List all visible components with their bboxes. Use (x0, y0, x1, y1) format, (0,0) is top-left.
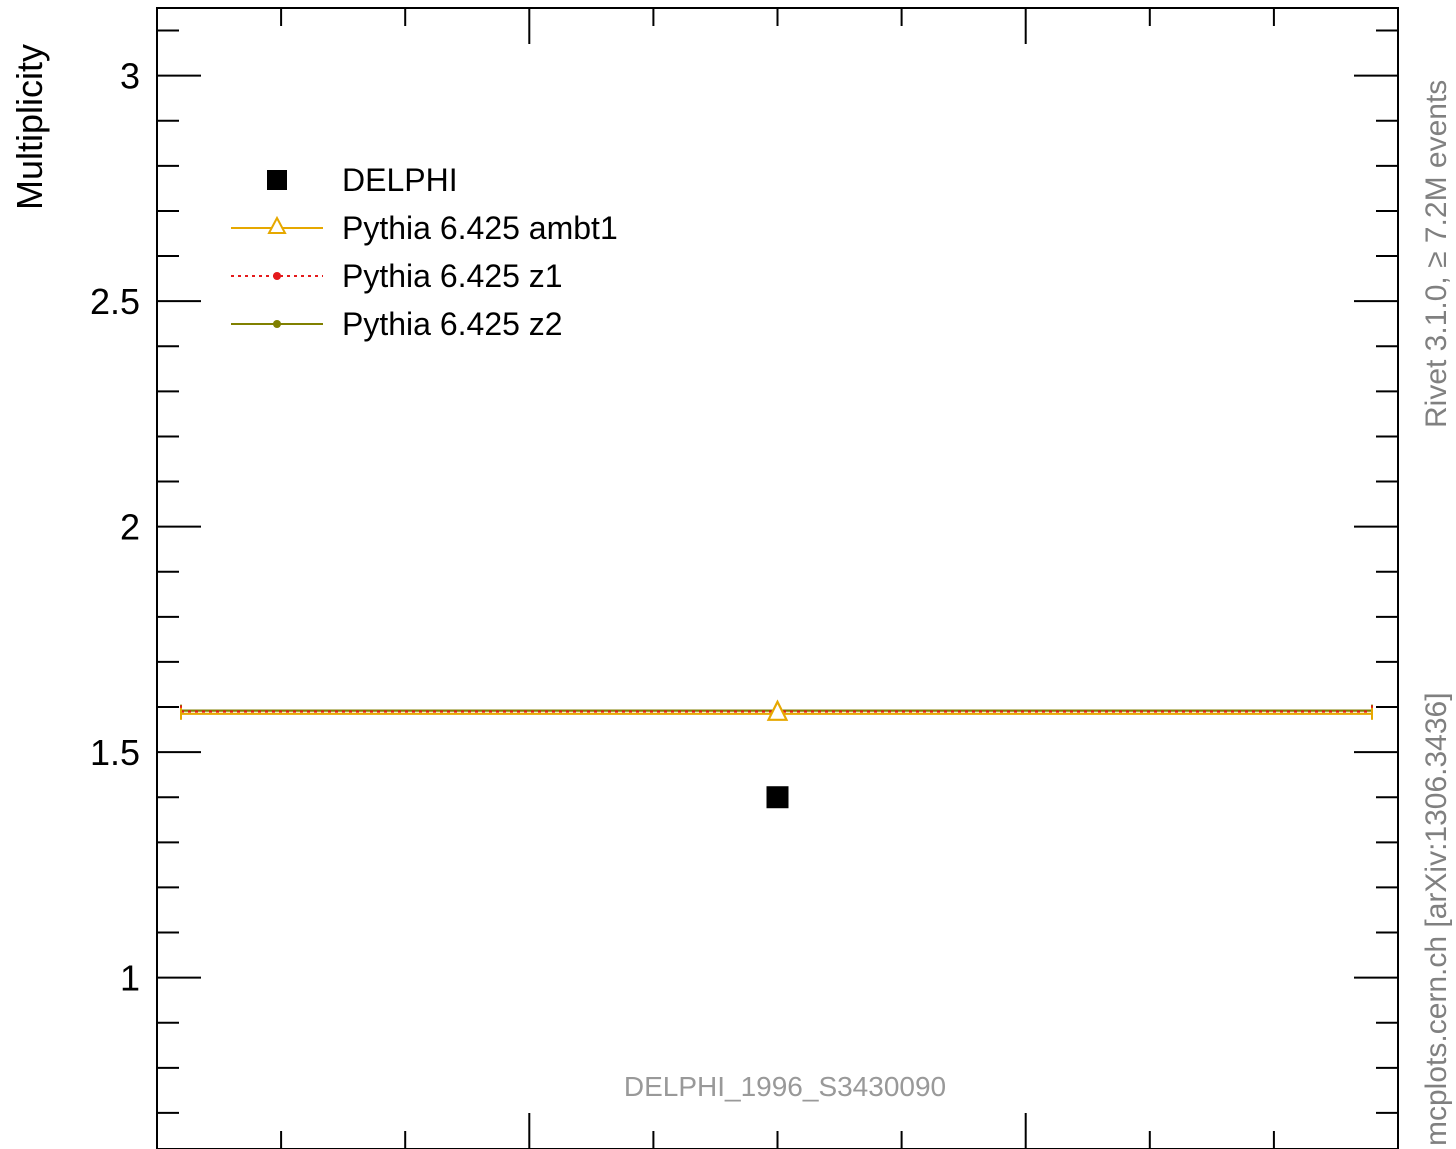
y-tick-label: 1.5 (90, 732, 140, 773)
legend-marker-dot (273, 272, 281, 280)
analysis-id-label: DELPHI_1996_S3430090 (624, 1071, 946, 1102)
legend-label: Pythia 6.425 ambt1 (342, 210, 618, 246)
axis-ticks (156, 8, 1399, 1149)
legend-label: Pythia 6.425 z1 (342, 258, 563, 294)
legend-marker-square (267, 170, 287, 190)
y-axis-label: Multiplicity (9, 44, 50, 210)
legend-label: Pythia 6.425 z2 (342, 306, 563, 342)
data-series (180, 699, 1373, 809)
series-point-triangle (766, 699, 789, 721)
legend-marker-dot (273, 320, 281, 328)
legend-marker-triangle (267, 215, 287, 234)
rivet-version-label: Rivet 3.1.0, ≥ 7.2M events (1420, 80, 1453, 428)
legend: DELPHI Pythia 6.425 ambt1 Pythia 6.425 z1 P… (231, 162, 618, 342)
y-tick-labels: 1 1.5 2 2.5 3 (90, 56, 140, 999)
mcplots-credit-label: mcplots.cern.ch [arXiv:1306.3436] (1420, 692, 1453, 1146)
y-tick-label: 3 (120, 56, 140, 97)
y-tick-label: 1 (120, 958, 140, 999)
y-tick-label: 2 (120, 507, 140, 548)
data-point-delphi (766, 786, 789, 809)
legend-label: DELPHI (342, 162, 458, 198)
y-tick-label: 2.5 (90, 281, 140, 322)
